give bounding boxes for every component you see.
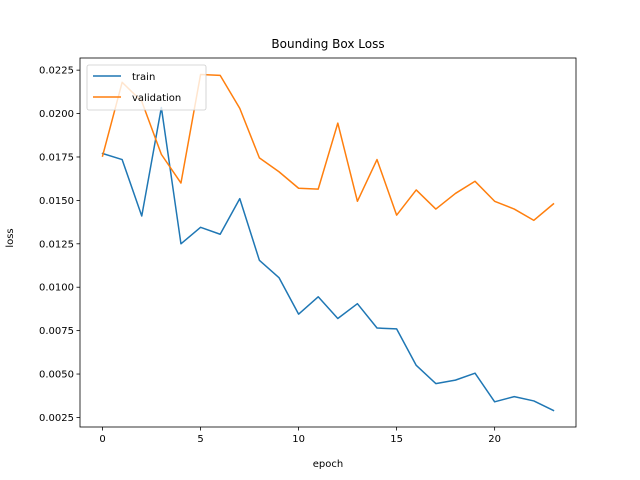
legend-train-label: train bbox=[132, 72, 155, 83]
y-axis-ticks: 0.0025 0.0050 0.0075 0.0100 0.0125 0.0150 0.01… bbox=[39, 66, 80, 424]
series-lines bbox=[101, 73, 555, 412]
y-tick-label: 0.0175 bbox=[39, 152, 74, 163]
y-tick-label: 0.0025 bbox=[39, 413, 74, 424]
series-line-train bbox=[101, 106, 555, 412]
y-tick-label: 0.0125 bbox=[39, 239, 74, 250]
y-tick-label: 0.0225 bbox=[39, 66, 74, 77]
legend: train validation bbox=[86, 64, 207, 111]
x-axis-label: epoch bbox=[313, 459, 343, 470]
x-tick-label: 10 bbox=[292, 434, 305, 445]
plot-frame bbox=[79, 57, 577, 428]
series-line-validation bbox=[101, 73, 555, 222]
y-tick-label: 0.0050 bbox=[39, 370, 74, 381]
y-tick-label: 0.0075 bbox=[39, 326, 74, 337]
x-axis-ticks: 0 5 10 15 20 bbox=[99, 427, 501, 445]
x-tick-label: 20 bbox=[488, 434, 501, 445]
y-tick-label: 0.0150 bbox=[39, 196, 74, 207]
y-axis-label: loss bbox=[5, 228, 16, 247]
y-tick-label: 0.0100 bbox=[39, 283, 74, 294]
x-tick-label: 0 bbox=[99, 434, 105, 445]
y-tick-label: 0.0200 bbox=[39, 109, 74, 120]
legend-validation-label: validation bbox=[132, 93, 181, 104]
x-tick-label: 15 bbox=[390, 434, 403, 445]
x-tick-label: 5 bbox=[197, 434, 203, 445]
chart-title: Bounding Box Loss bbox=[271, 37, 384, 51]
